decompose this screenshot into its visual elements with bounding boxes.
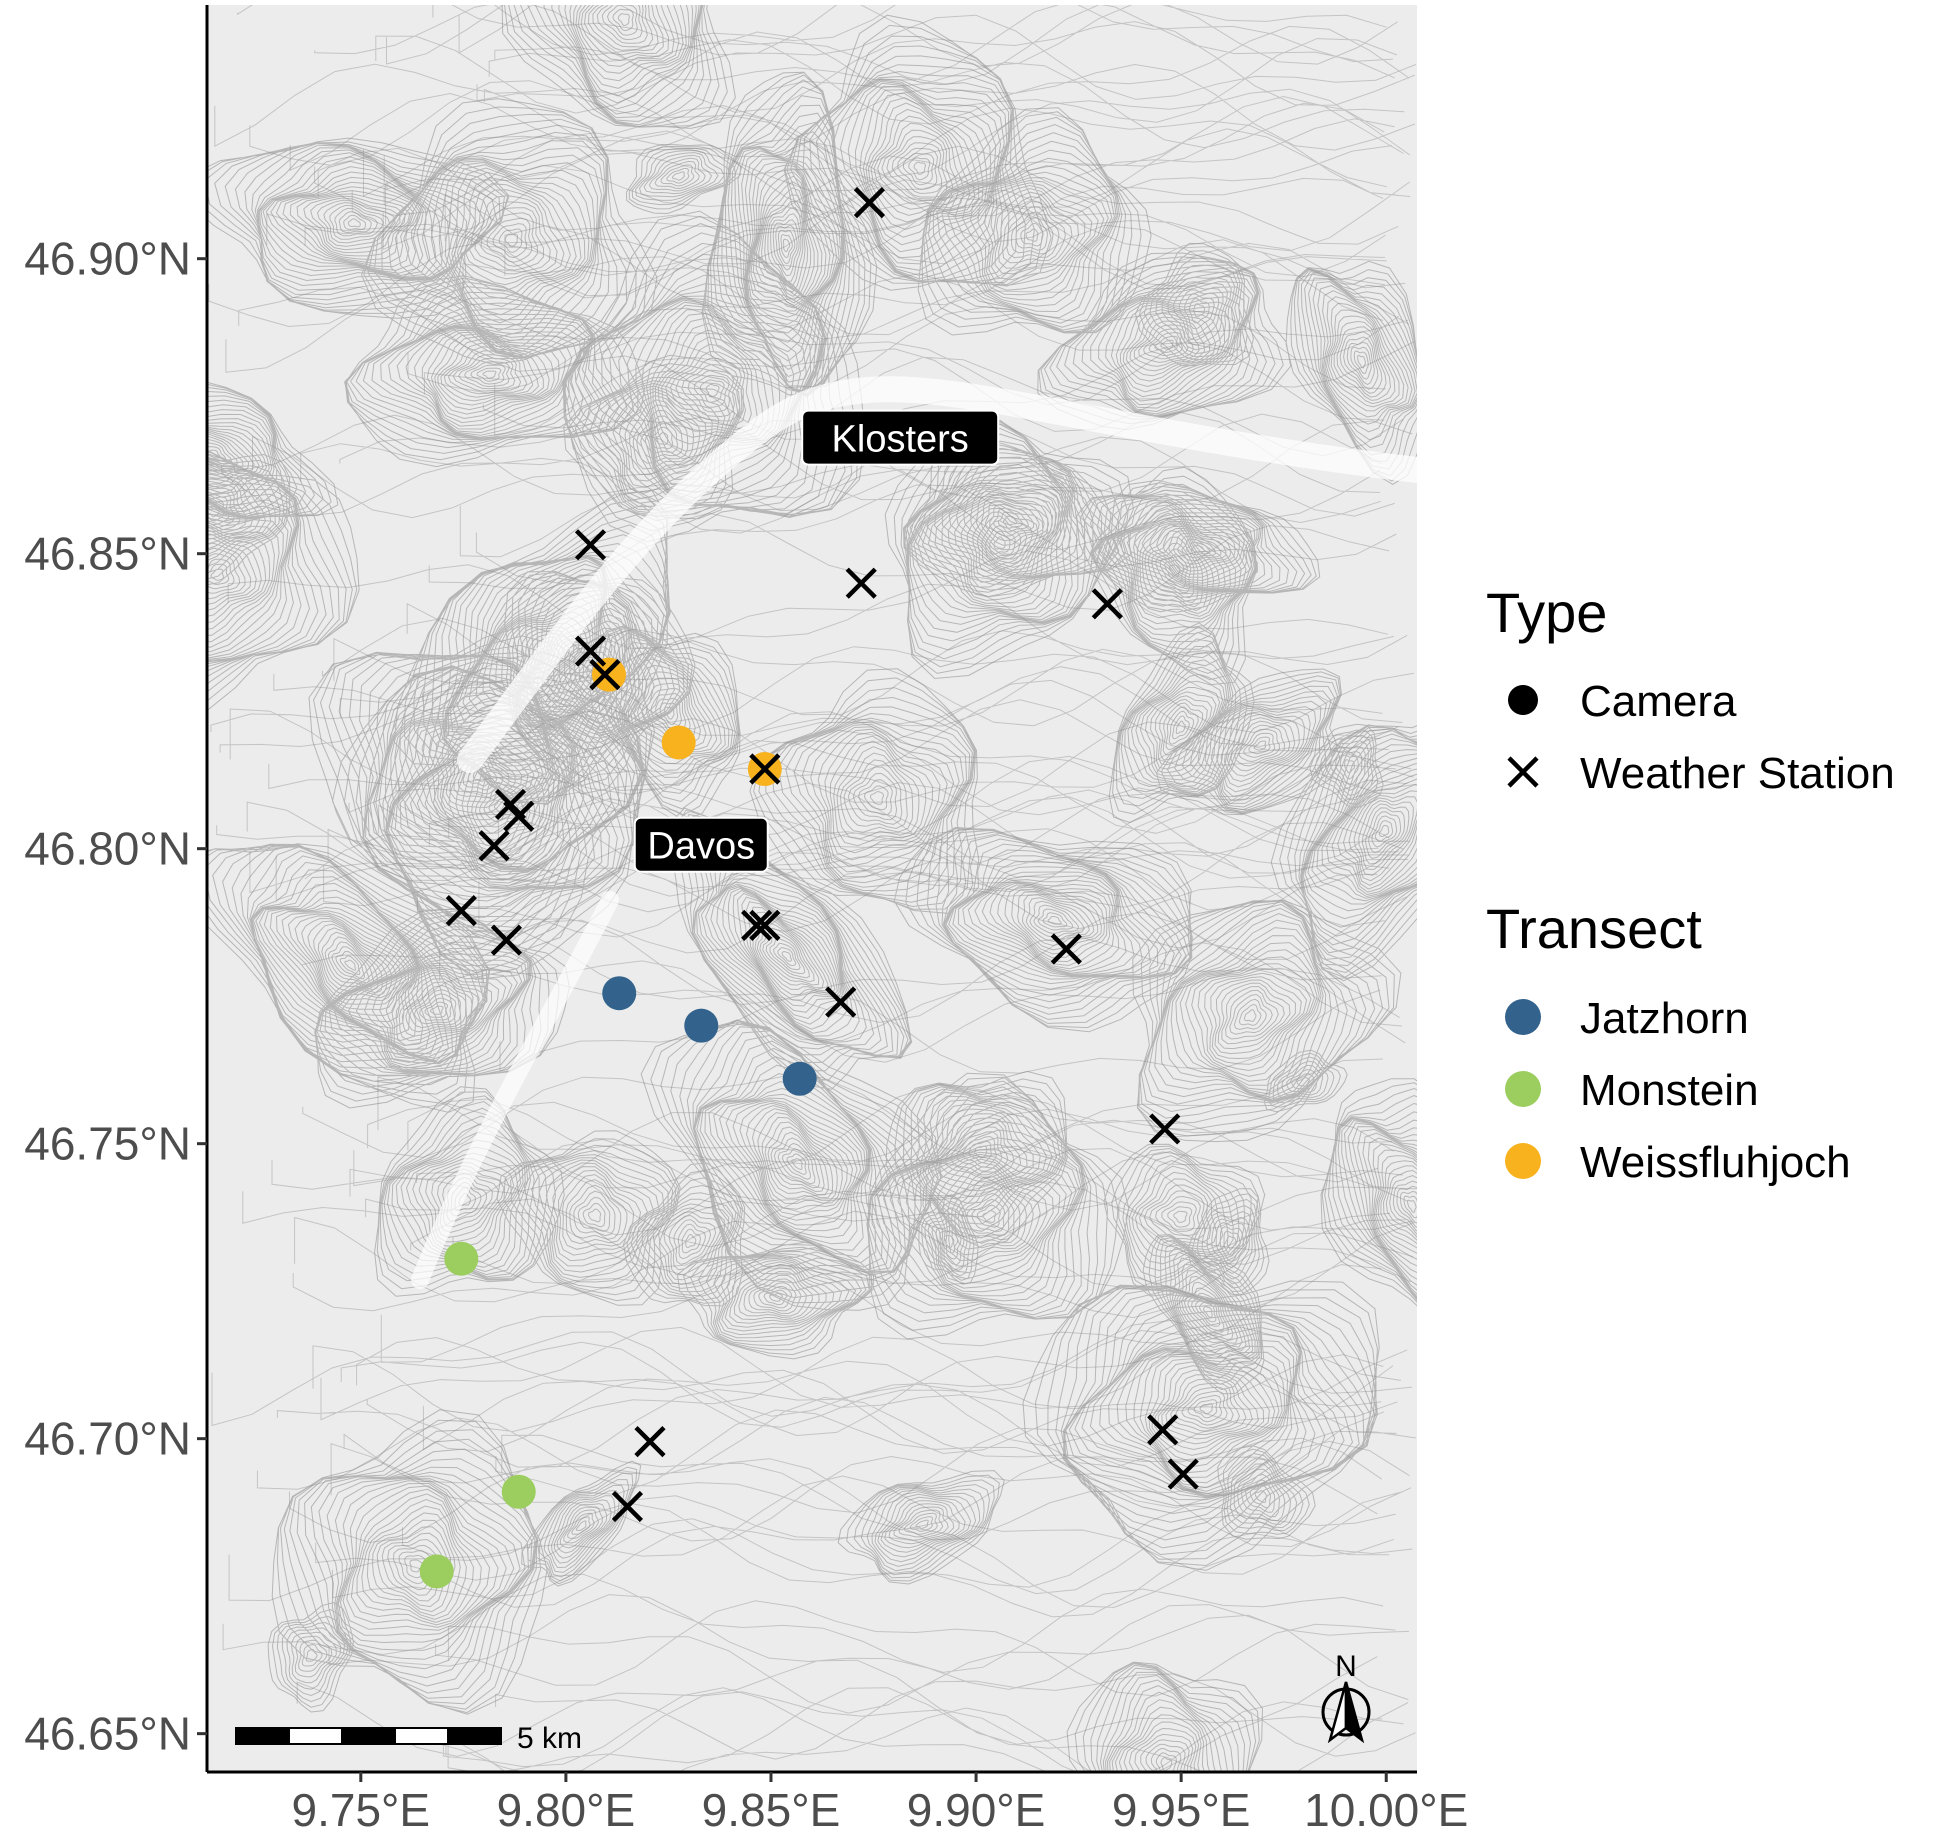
- legend-key-weissfluhjoch: [1505, 1143, 1541, 1179]
- contour-lines-secondary: [208, 5, 1417, 1772]
- weather-station-marker: [445, 895, 477, 927]
- weather-station-marker: [634, 1426, 666, 1458]
- weather-station-markers: [445, 187, 1199, 1523]
- weather-station-marker: [825, 986, 857, 1018]
- legend-label-weather-station: Weather Station: [1580, 749, 1895, 798]
- topographic-contours: [207, 5, 1417, 1772]
- legend-title-transect: Transect: [1486, 897, 1702, 960]
- y-tick-label: 46.90°N: [24, 233, 191, 285]
- north-arrow-right-half: [1344, 1681, 1365, 1744]
- scale-bar: 5 km: [235, 1722, 582, 1755]
- weather-station-marker: [741, 909, 773, 941]
- contour-lines: [207, 5, 1417, 1772]
- north-arrow-label: N: [1335, 1650, 1357, 1683]
- x-tick-label: 10.00°E: [1304, 1784, 1468, 1836]
- y-tick-label: 46.65°N: [24, 1708, 191, 1760]
- camera-marker-jatzhorn: [602, 976, 637, 1011]
- y-tick-label: 46.80°N: [24, 823, 191, 875]
- camera-marker-monstein: [419, 1554, 454, 1589]
- legend-key-camera: [1508, 685, 1538, 715]
- camera-marker-jatzhorn: [684, 1008, 719, 1043]
- legend-label-weissfluhjoch: Weissfluhjoch: [1580, 1138, 1851, 1187]
- legend-label-camera: Camera: [1580, 677, 1737, 726]
- valley-landwasser: [411, 891, 619, 1289]
- weather-station-marker: [490, 924, 523, 956]
- place-labels: Klosters Davos: [633, 409, 1000, 873]
- camera-marker-weissfluhjoch: [661, 725, 696, 760]
- weather-station-marker: [574, 635, 607, 667]
- scale-bar-segment: [288, 1727, 343, 1745]
- x-tick-label: 9.75°E: [292, 1784, 431, 1836]
- weather-station-marker: [853, 187, 886, 219]
- x-tick-label: 9.85°E: [702, 1784, 841, 1836]
- weather-station-marker: [1091, 588, 1123, 620]
- camera-marker-monstein: [501, 1474, 536, 1509]
- legend-label-jatzhorn: Jatzhorn: [1580, 994, 1749, 1043]
- place-label-klosters: Klosters: [801, 409, 1000, 466]
- weather-station-marker: [589, 659, 621, 691]
- valley-floors: [411, 376, 1417, 1289]
- y-axis-ticks: 46.65°N 46.70°N 46.75°N 46.80°N 46.85°N 46.90…: [24, 233, 207, 1760]
- camera-marker-jatzhorn: [782, 1061, 817, 1096]
- legend-key-weather-station: [1507, 756, 1539, 788]
- x-axis-ticks: 9.75°E 9.80°E 9.85°E 9.90°E 9.95°E 10.00°E: [292, 1772, 1468, 1836]
- camera-marker-monstein: [444, 1241, 479, 1276]
- place-label-davos: Davos: [633, 816, 769, 873]
- y-tick-label: 46.70°N: [24, 1413, 191, 1465]
- map-panel: [207, 5, 1417, 1772]
- weather-station-marker: [478, 830, 510, 862]
- scale-bar-segment: [341, 1727, 396, 1745]
- legend-label-monstein: Monstein: [1580, 1066, 1759, 1115]
- weather-station-marker: [845, 567, 877, 599]
- place-label-box: [633, 816, 769, 873]
- camera-marker-weissfluhjoch: [591, 657, 626, 692]
- scale-bar-segment: [394, 1727, 449, 1745]
- legend-key-monstein: [1505, 1071, 1541, 1107]
- weather-station-marker: [611, 1490, 644, 1523]
- y-tick-label: 46.85°N: [24, 528, 191, 580]
- weather-station-marker: [1050, 933, 1082, 965]
- place-label-text: Klosters: [832, 419, 969, 461]
- weather-station-marker: [1147, 1414, 1179, 1446]
- place-label-text: Davos: [647, 826, 755, 868]
- valley-prattigau: [457, 376, 1417, 773]
- weather-station-marker: [574, 529, 607, 561]
- weather-station-marker: [1149, 1113, 1181, 1145]
- weather-station-marker: [503, 800, 535, 832]
- x-tick-label: 9.95°E: [1112, 1784, 1251, 1836]
- legend-key-jatzhorn: [1505, 999, 1541, 1035]
- y-tick-label: 46.75°N: [24, 1118, 191, 1170]
- place-label-box: [801, 409, 1000, 466]
- axes: [205, 5, 1417, 1774]
- weather-station-marker: [749, 909, 781, 941]
- x-tick-label: 9.80°E: [497, 1784, 636, 1836]
- north-arrow: N: [1321, 1650, 1371, 1744]
- scale-bar-label: 5 km: [517, 1722, 582, 1755]
- legend-title-type: Type: [1486, 581, 1607, 644]
- scale-bar-segment: [235, 1727, 290, 1745]
- legend: Type Camera Weather Station Transect Jatzhor…: [1486, 581, 1895, 1187]
- weather-station-marker: [749, 753, 781, 785]
- weather-station-marker: [1167, 1458, 1199, 1490]
- scale-bar-segment: [447, 1727, 502, 1745]
- x-tick-label: 9.90°E: [907, 1784, 1046, 1836]
